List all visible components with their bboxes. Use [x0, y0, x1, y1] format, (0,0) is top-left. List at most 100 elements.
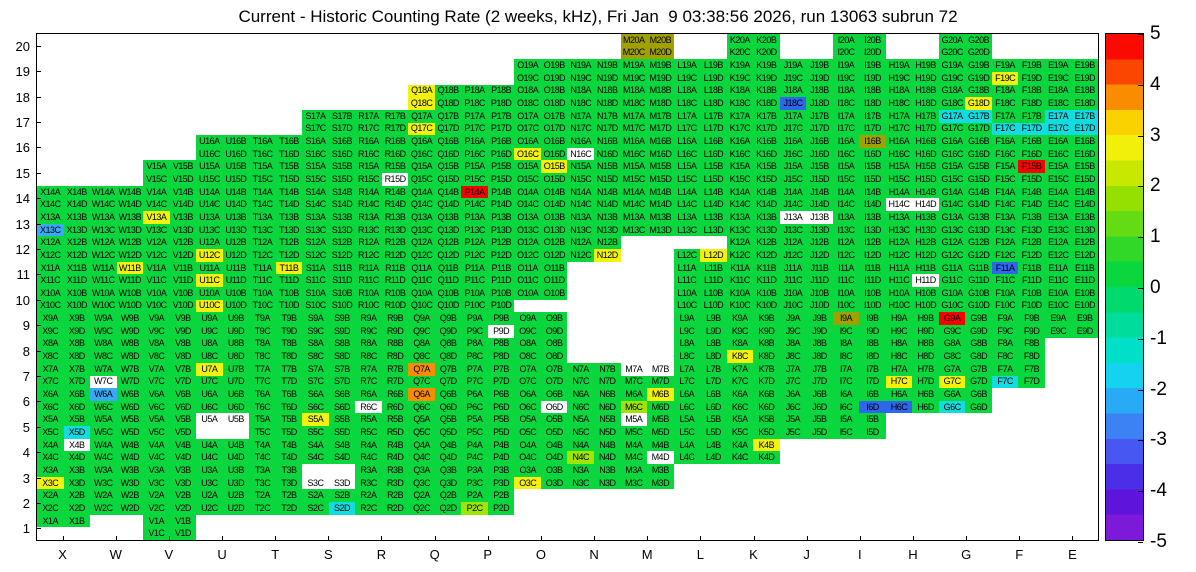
channel-O19B: O19B [540, 59, 568, 72]
channel-V14C: V14C [143, 198, 170, 212]
x-tick-V: V [164, 547, 174, 562]
channel-H13B: H13B [912, 211, 939, 224]
channel-W11C: W11C [90, 274, 117, 287]
channel-W10C: W10C [90, 299, 117, 313]
channel-O16D: O16D [540, 147, 568, 161]
channel-N13B: N13B [594, 211, 621, 224]
channel-P12C: P12C [461, 249, 488, 262]
channel-H10B: H10B [912, 286, 939, 300]
channel-P16D: P16D [487, 147, 515, 161]
channel-Q7B: Q7B [434, 362, 462, 376]
channel-K11A: K11A [726, 261, 754, 275]
channel-L7B: L7B [700, 362, 727, 376]
channel-G11C: G11C [938, 274, 966, 287]
channel-J8D: J8D [806, 350, 833, 363]
channel-U14B: U14B [222, 185, 250, 199]
cell-T2: T2A T2B T2C T2D [249, 489, 303, 515]
y-tick-13: 13 [15, 216, 30, 232]
channel-E19B: E19B [1071, 59, 1098, 72]
channel-Q8C: Q8C [408, 350, 435, 363]
channel-L6C: L6C [673, 400, 701, 414]
cell-E18: E18A E18B E18C E18D [1044, 84, 1098, 110]
channel-G14D: G14D [965, 198, 992, 212]
channel-T2A: T2A [249, 489, 276, 503]
channel-K6D: K6D [753, 400, 780, 414]
cell-U4: U4A U4B U4C U4D [196, 438, 250, 465]
channel-W13B: W13B [116, 211, 144, 224]
channel-H9B: H9B [912, 312, 939, 325]
channel-X10C: X10C [37, 299, 64, 313]
channel-F7A: F7A [991, 362, 1019, 376]
channel-I20B: I20B [859, 34, 886, 47]
cell-G9: G9A G9B G9C G9D [938, 312, 992, 338]
channel-I8B: I8B [859, 337, 886, 351]
channel-N14C: N14C [567, 198, 595, 212]
cell-N10 [567, 287, 620, 312]
channel-S9D: S9D [328, 324, 356, 338]
channel-Q14D: Q14D [434, 198, 462, 212]
channel-K7D: K7D [753, 375, 780, 389]
channel-R8A: R8A [355, 337, 382, 351]
channel-J15C: J15C [779, 173, 807, 186]
channel-P14D: P14D [487, 198, 515, 212]
channel-X14C: X14C [37, 198, 64, 212]
channel-X3C: X3C [37, 476, 64, 490]
cell-I8: I8A I8B I8C I8D [832, 337, 886, 363]
channel-P14B: P14B [487, 185, 515, 199]
channel-J5D: J5D [806, 426, 833, 439]
channel-U4A: U4A [196, 438, 223, 452]
channel-K8D: K8D [753, 350, 780, 363]
channel-O15A: O15A [514, 160, 541, 174]
cell-Q1 [408, 515, 461, 540]
cell-L7: L7A L7B L7C L7D [673, 362, 727, 389]
channel-N5D: N5D [594, 426, 621, 439]
channel-V6B: V6B [169, 388, 197, 401]
channel-I8D: I8D [859, 350, 886, 363]
y-tick-3: 3 [22, 470, 30, 486]
channel-U12A: U12A [196, 236, 223, 250]
channel-U11B: U11B [222, 261, 250, 275]
cell-H10: H10A H10B H10C H10D [885, 286, 939, 313]
channel-W9B: W9B [116, 312, 144, 325]
channel-R3A: R3A [355, 464, 382, 477]
channel-V12B: V12B [169, 236, 197, 250]
cell-I11: I11A I11B I11C I11D [832, 261, 886, 287]
channel-X8C: X8C [37, 350, 64, 363]
channel-X13D: X13D [63, 223, 91, 237]
channel-N19B: N19B [594, 59, 621, 72]
channel-M15D: M15D [647, 173, 674, 186]
cell-S15: S15A S15B S15C S15D [302, 160, 356, 186]
channel-S8A: S8A [302, 337, 329, 351]
channel-J15A: J15A [779, 160, 807, 174]
cell-O20 [514, 34, 567, 59]
channel-I19B: I19B [859, 59, 886, 72]
channel-O13A: O13A [514, 211, 541, 224]
channel-N17C: N17C [567, 122, 595, 136]
cell-E5 [1045, 413, 1098, 438]
channel-M14B: M14B [647, 185, 674, 199]
channel-T16B: T16B [275, 135, 303, 148]
channel-O7B: O7B [540, 362, 568, 376]
cell-Q7: Q7A Q7B Q7C Q7D [408, 362, 462, 389]
channel-Q5B: Q5B [434, 413, 462, 427]
channel-L10B: L10B [700, 286, 727, 300]
cell-O5: O5A O5B O5C O5D [514, 413, 568, 439]
channel-V13C: V13C [143, 223, 170, 237]
cell-U20 [196, 34, 249, 59]
channel-T6D: T6D [275, 400, 303, 414]
channel-J14B: J14B [806, 185, 833, 199]
channel-M16C: M16C [620, 147, 648, 161]
channel-I9A: I9A [832, 312, 860, 325]
channel-O17D: O17D [540, 122, 568, 136]
channel-S15A: S15A [302, 160, 329, 174]
channel-K19B: K19B [753, 59, 780, 72]
channel-Q9C: Q9C [408, 324, 435, 338]
channel-S2D: S2D [328, 502, 356, 515]
channel-U2A: U2A [196, 489, 223, 503]
cell-E14: E14A E14B E14C E14D [1044, 185, 1098, 212]
channel-U7D: U7D [222, 375, 250, 389]
channel-F10A: F10A [991, 286, 1019, 300]
channel-R17A: R17A [355, 109, 382, 123]
channel-F10B: F10B [1018, 286, 1045, 300]
channel-K12B: K12B [753, 236, 780, 250]
